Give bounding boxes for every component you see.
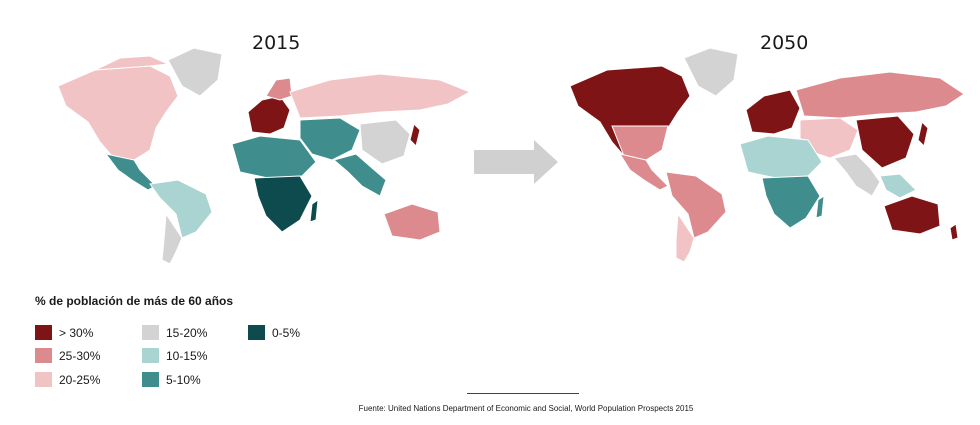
- japan-2050: [917, 121, 929, 147]
- central-america-2050: [618, 153, 669, 191]
- europe-2015: [247, 95, 291, 135]
- se-asia-2050: [879, 173, 917, 199]
- scandinavia-2015: [265, 77, 293, 101]
- north-africa-2015: [231, 135, 317, 179]
- legend-item-5-10: 5-10%: [142, 372, 201, 387]
- legend-item-25-30: 25-30%: [35, 348, 100, 363]
- legend-swatch: [35, 348, 52, 363]
- arrow-icon: [474, 140, 558, 184]
- china-2050: [855, 115, 915, 169]
- greenland-2015: [167, 47, 223, 97]
- legend-label: 5-10%: [166, 372, 201, 387]
- legend-label: 25-30%: [59, 348, 101, 363]
- madagascar-2015: [309, 198, 319, 223]
- legend-item-10-15: 10-15%: [142, 348, 207, 363]
- south-america-2015: [149, 179, 213, 239]
- source-divider: [467, 393, 579, 394]
- north-america-2015: [57, 65, 179, 161]
- south-america-2050: [665, 171, 727, 239]
- source-note: Fuente: United Nations Department of Eco…: [358, 404, 694, 413]
- australia-2015: [383, 203, 441, 241]
- legend-swatch: [142, 372, 159, 387]
- world-map-2015: [57, 47, 472, 265]
- legend-label: 20-25%: [59, 372, 101, 387]
- legend-label: 0-5%: [272, 325, 301, 340]
- legend-label: 10-15%: [166, 348, 208, 363]
- north-africa-2050: [739, 135, 823, 179]
- legend-swatch: [142, 325, 159, 340]
- new-zealand-2050: [949, 223, 959, 241]
- madagascar-2050: [815, 194, 825, 219]
- legend-item-0-5: 0-5%: [248, 325, 300, 340]
- map-title-2015: 2015: [252, 32, 301, 54]
- usa-2050: [611, 125, 669, 161]
- legend-label: > 30%: [59, 325, 94, 340]
- central-america-2015: [104, 153, 157, 191]
- middle-east-2015: [299, 117, 361, 161]
- legend-swatch: [35, 325, 52, 340]
- south-asia-2050: [833, 153, 881, 197]
- legend-item-over-30: > 30%: [35, 325, 93, 340]
- russia-2050: [795, 71, 965, 119]
- greenland-2050: [683, 47, 739, 97]
- legend-swatch: [35, 372, 52, 387]
- central-africa-2015: [253, 175, 313, 233]
- legend-swatch: [142, 348, 159, 363]
- europe-2050: [745, 89, 801, 135]
- legend-item-20-25: 20-25%: [35, 372, 100, 387]
- map-title-2050: 2050: [760, 32, 809, 54]
- south-asia-2015: [332, 153, 387, 197]
- legend-item-15-20: 15-20%: [142, 325, 207, 340]
- australia-2050: [883, 195, 941, 235]
- canada-2015: [94, 55, 170, 71]
- japan-2015: [409, 123, 421, 147]
- legend-swatch: [248, 325, 265, 340]
- china-2015: [359, 119, 411, 165]
- legend-title: % de población de más de 60 años: [35, 294, 234, 308]
- russia-2015: [289, 73, 472, 119]
- southern-cone-2015: [161, 212, 183, 265]
- world-map-2050: [569, 47, 965, 263]
- legend-label: 15-20%: [166, 325, 208, 340]
- central-africa-2050: [761, 175, 821, 229]
- southern-cone-2050: [675, 212, 695, 263]
